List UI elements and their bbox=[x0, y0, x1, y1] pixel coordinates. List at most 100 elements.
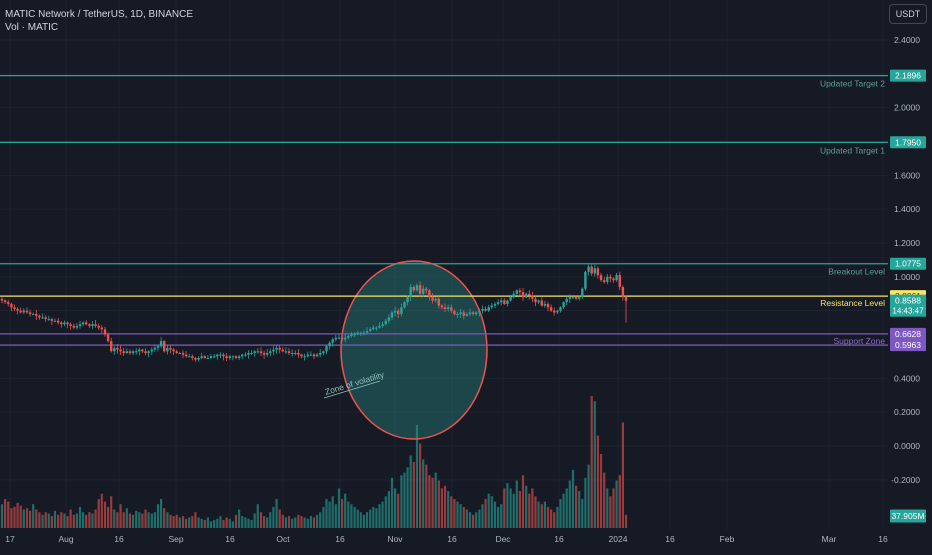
volume-bar bbox=[443, 485, 447, 528]
candle-body bbox=[609, 276, 612, 279]
candle-body bbox=[125, 351, 128, 353]
volume-bar bbox=[500, 504, 503, 528]
candle-body bbox=[559, 307, 562, 311]
volume-bar bbox=[278, 509, 281, 528]
price-tick-label: 1.2000 bbox=[894, 238, 920, 248]
volume-bar bbox=[253, 513, 256, 528]
volume-bar bbox=[584, 477, 587, 528]
candle-body bbox=[194, 358, 197, 360]
volume-tag: 37.905M bbox=[890, 509, 926, 523]
volume-bar bbox=[10, 508, 13, 528]
volume-bar bbox=[88, 512, 91, 528]
volume-bar bbox=[294, 517, 297, 528]
volume-bar bbox=[116, 512, 119, 528]
candle-body bbox=[534, 298, 537, 303]
volume-bar bbox=[390, 477, 394, 528]
candle-body bbox=[431, 297, 434, 301]
candle-body bbox=[490, 305, 493, 308]
volume-bar bbox=[394, 488, 397, 528]
level-tag-4-bg bbox=[890, 327, 926, 340]
level-tag-1-text: 1.7950 bbox=[895, 137, 921, 147]
volume-tag-text: 37.905M bbox=[891, 511, 924, 521]
candle-body bbox=[565, 298, 568, 303]
volume-bar bbox=[459, 504, 462, 528]
level-name-breakout-level: Breakout Level bbox=[828, 267, 885, 277]
volume-bar bbox=[94, 509, 97, 528]
candle-body bbox=[166, 347, 169, 352]
candle-body bbox=[81, 322, 85, 325]
volume-bar bbox=[72, 514, 75, 528]
volume-bar bbox=[163, 508, 166, 528]
candle-body bbox=[135, 351, 138, 353]
candle-body bbox=[197, 358, 200, 360]
symbol-title[interactable]: MATIC Network / TetherUS, 1D, BINANCE bbox=[5, 9, 194, 20]
level-name-resistance-level: Resistance Level bbox=[820, 298, 885, 308]
candle-body bbox=[475, 312, 478, 315]
volume-bar bbox=[437, 480, 440, 528]
volume-bar bbox=[350, 504, 353, 528]
candle-body bbox=[543, 303, 547, 306]
candle-body bbox=[518, 290, 522, 293]
candle-body bbox=[141, 349, 144, 352]
candle-body bbox=[549, 307, 553, 311]
volume-bar bbox=[144, 509, 147, 528]
volume-bar bbox=[160, 499, 163, 528]
candle-body bbox=[206, 358, 210, 359]
candle-body bbox=[72, 325, 75, 328]
volume-bar bbox=[234, 514, 238, 528]
candle-body bbox=[241, 354, 244, 357]
candle-body bbox=[169, 347, 172, 350]
volume-bar bbox=[347, 501, 350, 528]
candle-body bbox=[116, 347, 119, 350]
level-tag-5: 0.5963 bbox=[890, 339, 926, 352]
volume-bar bbox=[431, 477, 434, 528]
volume-bar bbox=[606, 488, 609, 528]
volume-bar bbox=[403, 472, 406, 528]
volume-bar bbox=[400, 475, 403, 528]
volume-bar bbox=[41, 514, 44, 528]
volume-tag-bg bbox=[890, 509, 926, 523]
volume-bar bbox=[503, 488, 506, 528]
candle-body bbox=[231, 356, 235, 358]
candle-body bbox=[297, 353, 300, 355]
volume-legend[interactable]: Vol · MATIC bbox=[5, 22, 59, 33]
candle-body bbox=[203, 356, 206, 358]
candle-body bbox=[181, 353, 185, 355]
candle-body bbox=[262, 353, 266, 355]
volume-bar bbox=[185, 518, 188, 528]
candle-body bbox=[484, 309, 487, 311]
candle-body bbox=[403, 302, 406, 308]
volume-bar bbox=[609, 496, 612, 528]
volume-bar bbox=[453, 499, 456, 528]
candle-body bbox=[621, 287, 625, 298]
volume-bar bbox=[297, 514, 300, 528]
volume-bar bbox=[188, 517, 191, 528]
candle-body bbox=[503, 300, 506, 304]
candle-body bbox=[406, 297, 409, 303]
candle-body bbox=[525, 293, 528, 298]
candle-body bbox=[266, 353, 269, 355]
candle-body bbox=[60, 322, 63, 325]
level-name-support-zone: Support Zone bbox=[833, 336, 885, 346]
time-label: 16 bbox=[225, 534, 235, 544]
candle-body bbox=[144, 351, 147, 353]
volume-bar bbox=[38, 512, 41, 528]
volume-bar bbox=[172, 516, 175, 528]
time-label: Mar bbox=[822, 534, 837, 544]
volume-bar bbox=[578, 491, 581, 528]
volume-bar bbox=[493, 501, 497, 528]
candle-body bbox=[468, 312, 472, 315]
currency-button[interactable]: USDT bbox=[889, 4, 927, 24]
volume-bar bbox=[91, 513, 94, 528]
candle-body bbox=[103, 329, 107, 335]
volume-bar bbox=[222, 520, 225, 528]
candle-body bbox=[593, 268, 596, 274]
candle-body bbox=[188, 356, 191, 358]
volume-bar bbox=[599, 454, 603, 528]
volume-bar bbox=[166, 512, 169, 528]
volume-bar bbox=[409, 455, 412, 528]
candle-body bbox=[284, 351, 288, 353]
volume-bar bbox=[35, 509, 38, 528]
